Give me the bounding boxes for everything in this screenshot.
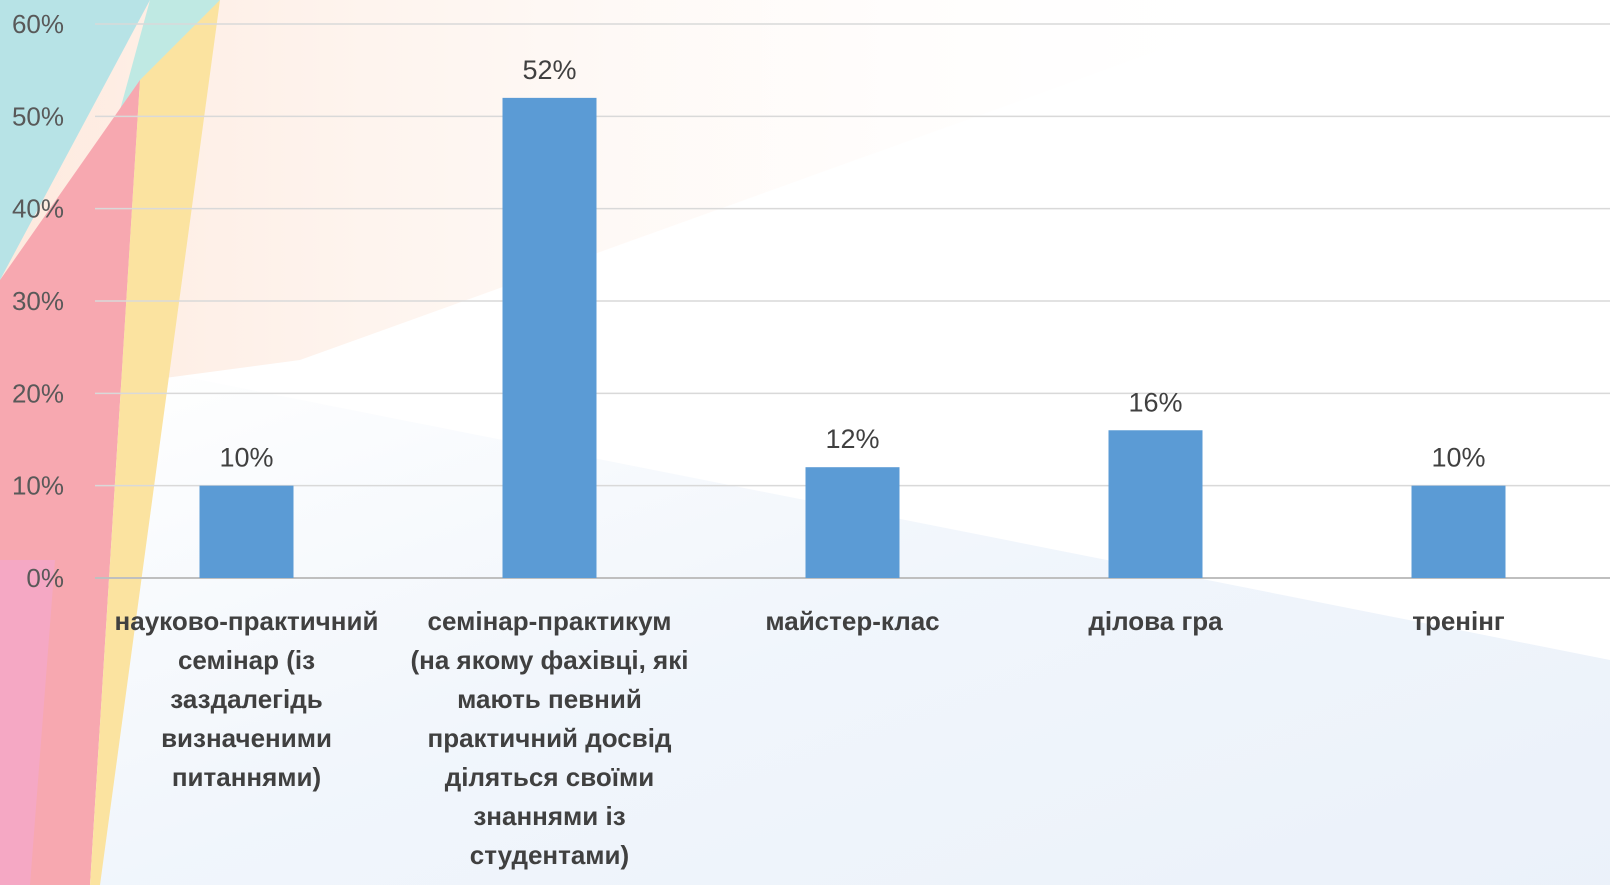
data-label: 10% xyxy=(219,443,273,473)
x-category-label: науково-практичний семінар (із заздалегі… xyxy=(114,606,379,792)
x-category-label: ділова гра xyxy=(1088,606,1223,636)
y-axis-tick-labels: 0% 10% 20% 30% 40% 50% 60% xyxy=(12,9,64,593)
y-tick-label: 20% xyxy=(12,378,64,408)
x-category-label: майстер-клас xyxy=(765,606,940,636)
gridlines xyxy=(95,23,1610,579)
y-tick-label: 60% xyxy=(12,9,64,39)
y-tick-label: 40% xyxy=(12,194,64,224)
bar xyxy=(1108,430,1203,578)
data-label: 16% xyxy=(1128,387,1182,417)
bar xyxy=(805,467,900,578)
x-category-label: тренінг xyxy=(1412,606,1505,636)
data-label: 10% xyxy=(1431,443,1485,473)
y-tick-label: 50% xyxy=(12,101,64,131)
bar xyxy=(502,97,597,578)
data-label: 52% xyxy=(522,55,576,85)
y-tick-label: 30% xyxy=(12,286,64,316)
data-label: 12% xyxy=(825,424,879,454)
y-tick-label: 0% xyxy=(26,563,64,593)
data-labels: 10% 52% 12% 16% 10% xyxy=(219,55,1485,473)
bars xyxy=(199,97,1506,578)
bar xyxy=(1411,485,1506,578)
y-tick-label: 10% xyxy=(12,471,64,501)
bar xyxy=(199,485,294,578)
x-category-label: семінар-практикум (на якому фахівці, які… xyxy=(410,606,689,870)
